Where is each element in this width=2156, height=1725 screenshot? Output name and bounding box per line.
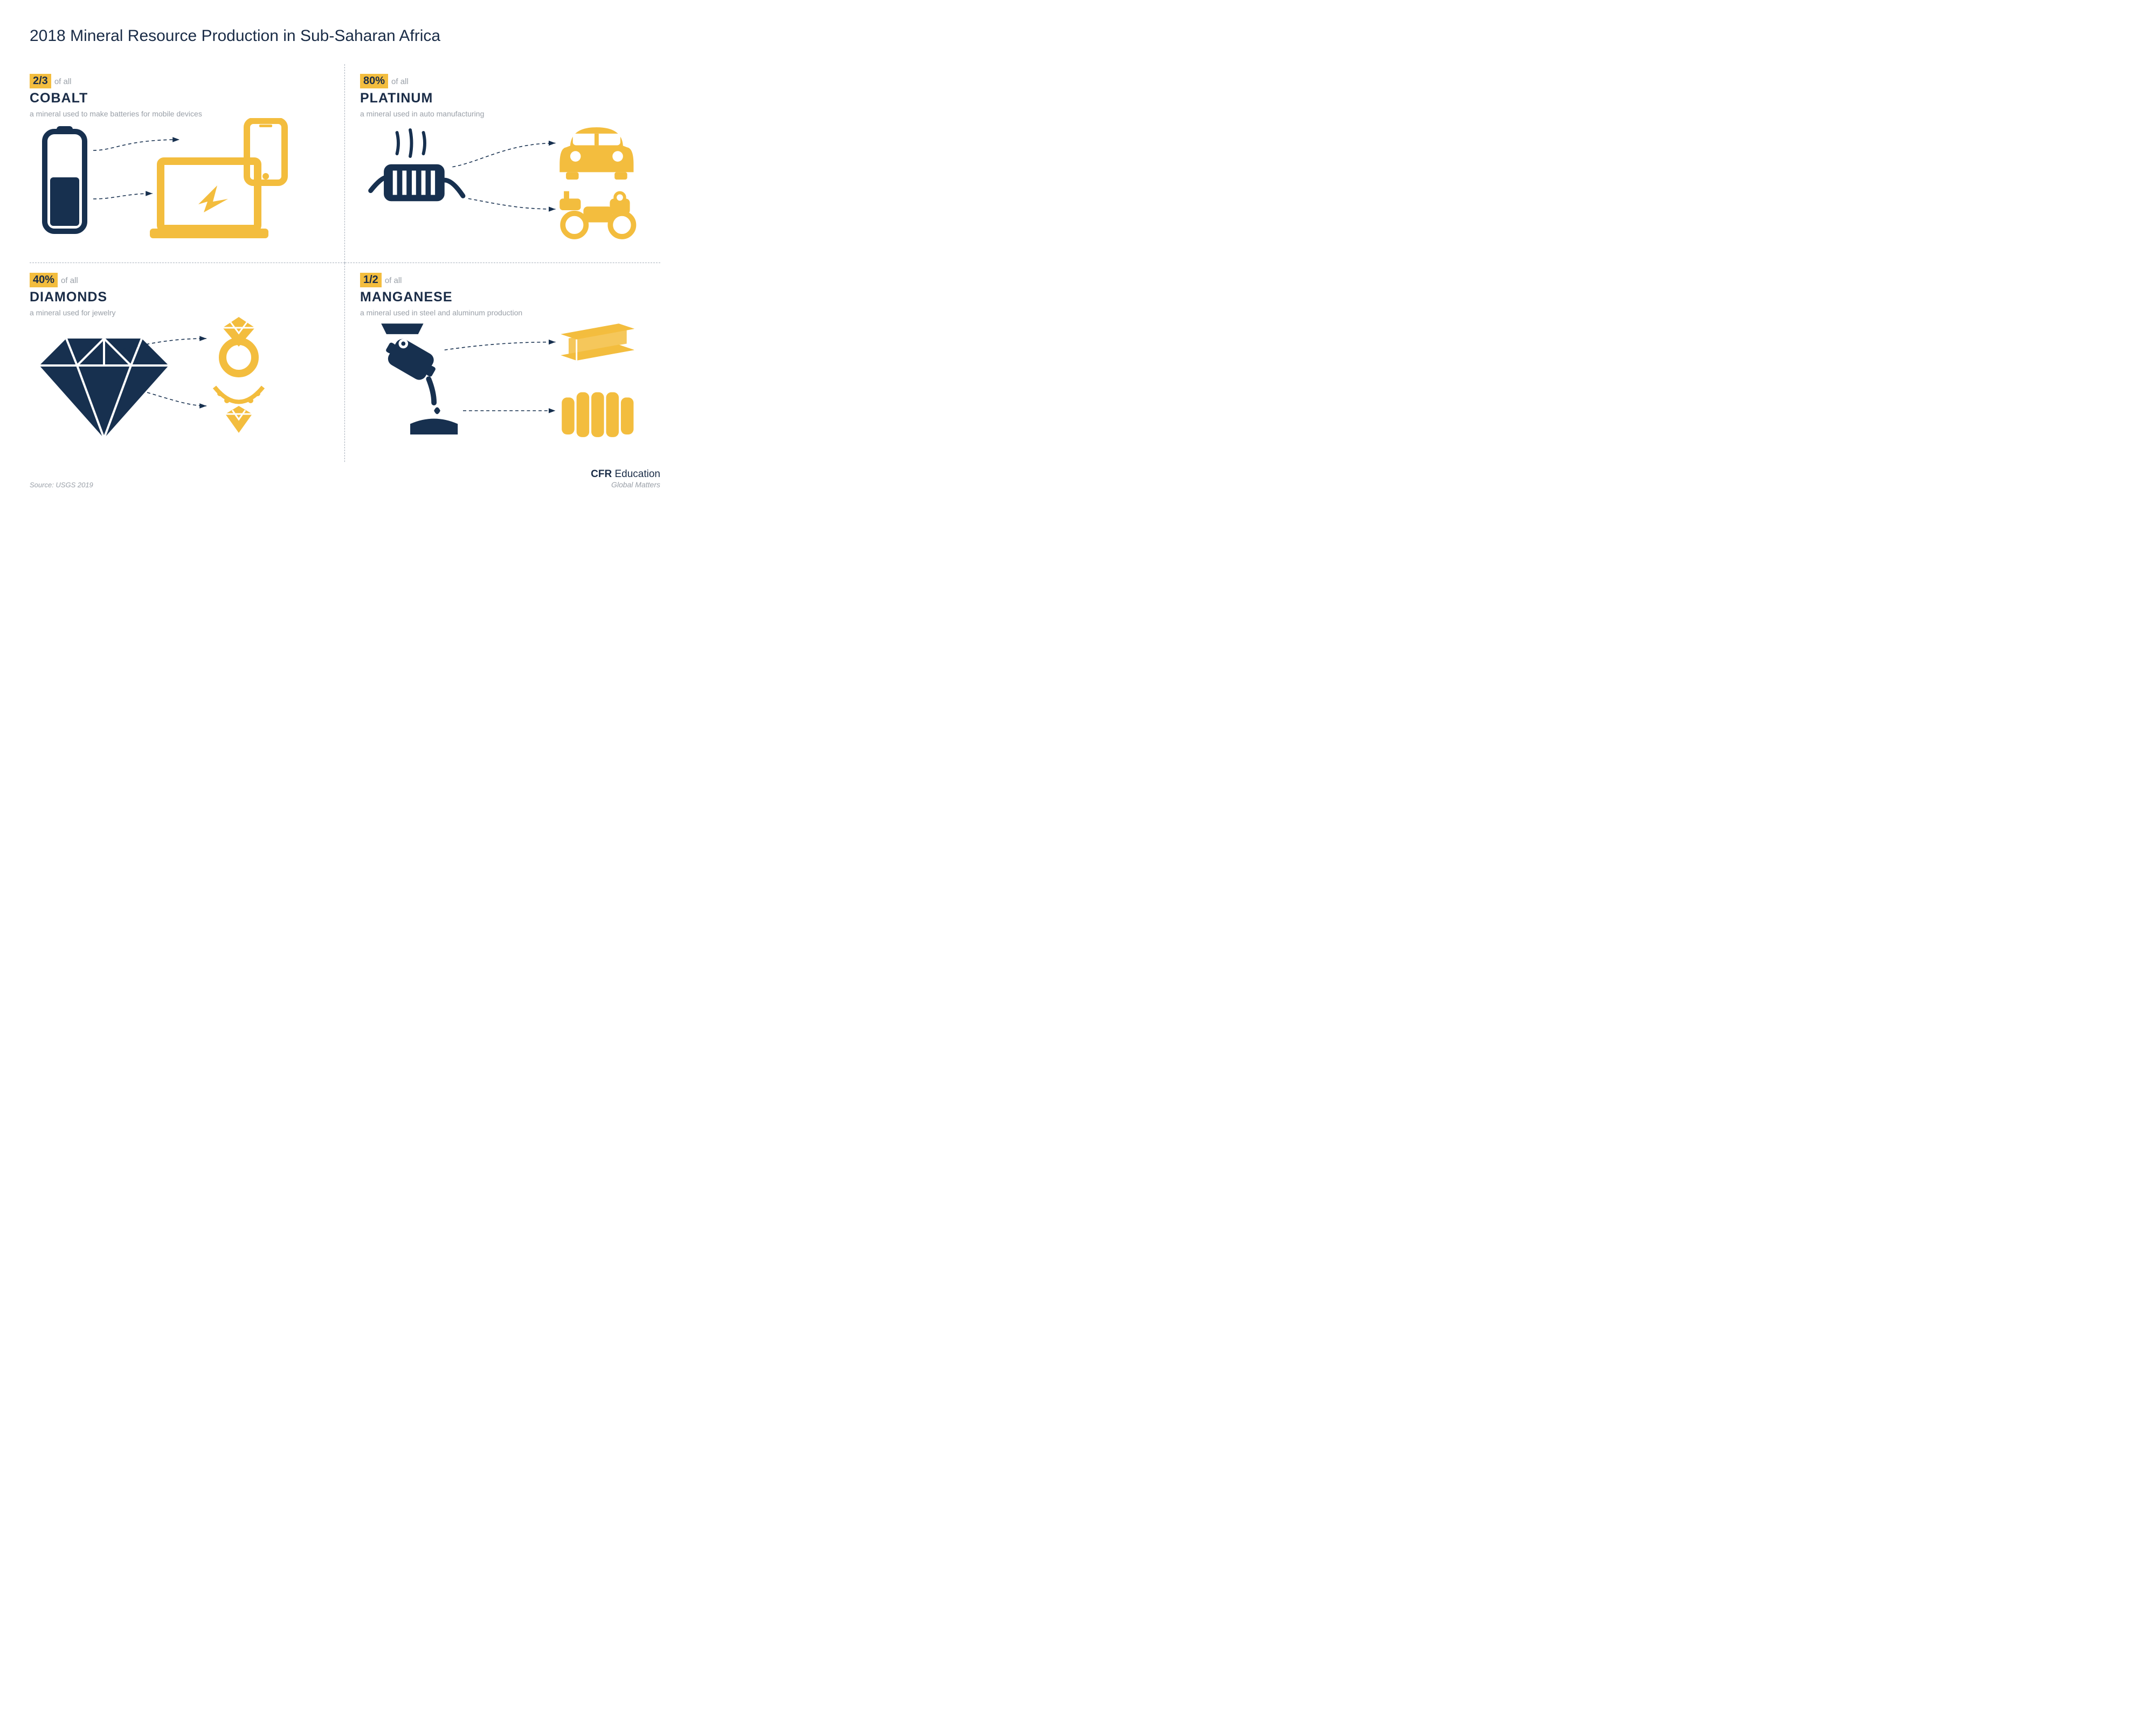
brand-tagline: Global Matters (591, 480, 660, 489)
brand-bold: CFR (591, 468, 612, 480)
catalytic-converter-icon (371, 130, 463, 201)
panel-manganese: 1/2 of all MANGANESE a mineral used in s… (345, 263, 660, 462)
diamonds-stat: 40% (30, 273, 58, 287)
cobalt-illustration (30, 118, 329, 247)
car-icon (559, 127, 633, 180)
aluminum-coil-icon (562, 392, 633, 437)
laptop-icon (150, 161, 268, 238)
page-title: 2018 Mineral Resource Production in Sub-… (30, 27, 660, 45)
steel-beam-icon (561, 323, 634, 361)
footer: Source: USGS 2019 CFR Education Global M… (30, 468, 660, 489)
phone-icon (247, 121, 285, 183)
brand-light: Education (614, 468, 660, 480)
ring-icon (223, 317, 255, 374)
diamond-icon (39, 339, 169, 438)
cobalt-suffix: of all (54, 77, 72, 86)
diamonds-illustration (30, 317, 329, 446)
manganese-illustration (360, 317, 645, 446)
manganese-suffix: of all (385, 276, 402, 285)
cobalt-stat: 2/3 (30, 74, 51, 88)
platinum-desc: a mineral used in auto manufacturing (360, 109, 645, 118)
platinum-illustration (360, 118, 645, 247)
crucible-icon (381, 323, 458, 434)
brand-block: CFR Education Global Matters (591, 468, 660, 489)
manganese-desc: a mineral used in steel and aluminum pro… (360, 308, 645, 317)
source-text: Source: USGS 2019 (30, 481, 93, 489)
diamonds-name: DIAMONDS (30, 289, 329, 305)
platinum-stat: 80% (360, 74, 388, 88)
necklace-icon (215, 387, 263, 433)
battery-icon (45, 126, 85, 231)
platinum-name: PLATINUM (360, 91, 645, 106)
manganese-name: MANGANESE (360, 289, 645, 305)
cobalt-name: COBALT (30, 91, 329, 106)
platinum-suffix: of all (391, 77, 409, 86)
manganese-stat: 1/2 (360, 273, 382, 287)
panel-platinum: 80% of all PLATINUM a mineral used in au… (345, 64, 660, 263)
motorcycle-icon (559, 191, 633, 237)
diamonds-desc: a mineral used for jewelry (30, 308, 329, 317)
panel-cobalt: 2/3 of all COBALT a mineral used to make… (30, 64, 345, 263)
cobalt-desc: a mineral used to make batteries for mob… (30, 109, 329, 118)
diamonds-suffix: of all (61, 276, 78, 285)
panels-grid: 2/3 of all COBALT a mineral used to make… (30, 64, 660, 462)
panel-diamonds: 40% of all DIAMONDS a mineral used for j… (30, 263, 345, 462)
